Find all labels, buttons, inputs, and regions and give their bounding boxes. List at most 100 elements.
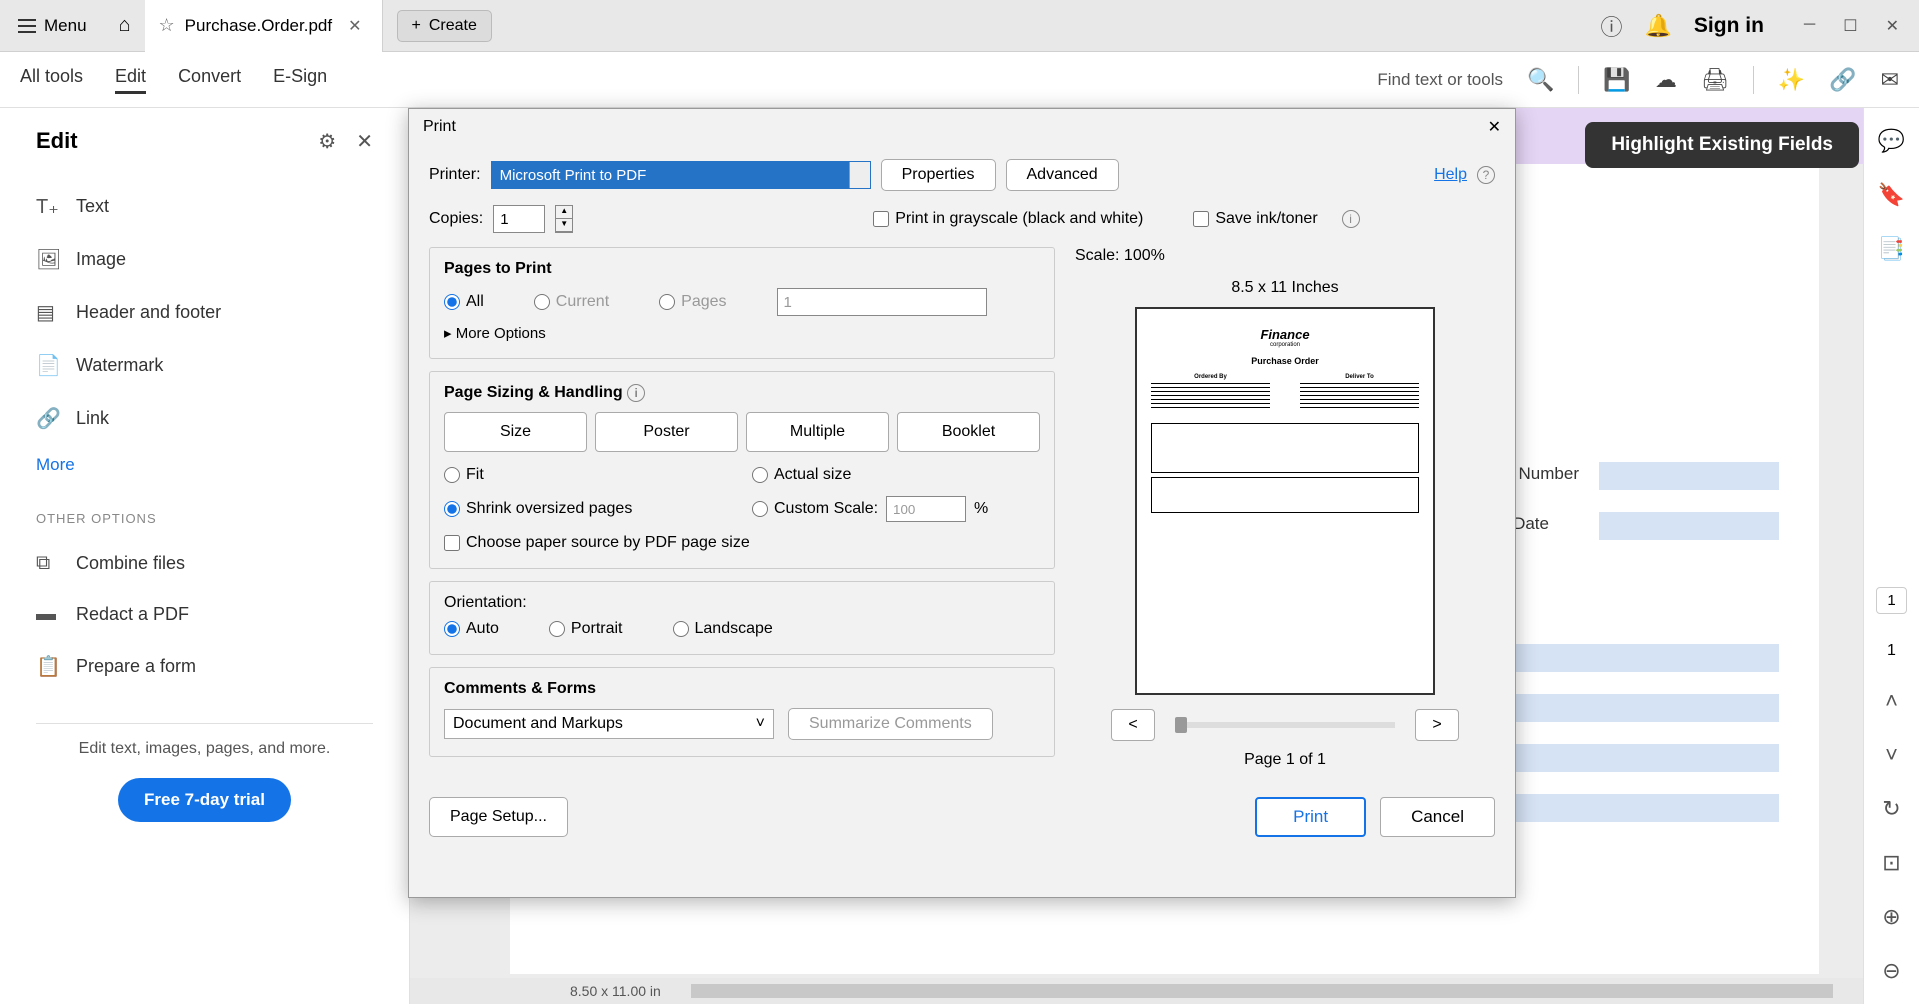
summarize-comments-button[interactable]: Summarize Comments bbox=[788, 708, 993, 740]
close-window-icon[interactable]: ✕ bbox=[1886, 16, 1899, 36]
custom-scale-input[interactable] bbox=[886, 496, 966, 522]
sidebar-item-prepare-form[interactable]: 📋Prepare a form bbox=[36, 640, 373, 693]
comment-icon[interactable]: 💬 bbox=[1878, 128, 1905, 154]
comments-select[interactable]: Document and Markups˅ bbox=[444, 709, 774, 739]
field-box[interactable] bbox=[1489, 644, 1779, 672]
sizing-booklet-button[interactable]: Booklet bbox=[897, 412, 1040, 452]
dialog-close-icon[interactable]: ✕ bbox=[1488, 117, 1501, 137]
radio-auto[interactable]: Auto bbox=[444, 620, 499, 638]
sidebar-item-link[interactable]: 🔗Link bbox=[36, 392, 373, 445]
preview-next-button[interactable]: > bbox=[1415, 709, 1459, 741]
field-label-number: Number bbox=[1519, 464, 1579, 484]
page-setup-button[interactable]: Page Setup... bbox=[429, 797, 568, 837]
sizing-section: Page Sizing & Handling i Size Poster Mul… bbox=[429, 371, 1055, 569]
star-icon[interactable]: ☆ bbox=[159, 15, 175, 36]
help-info-icon[interactable]: ? bbox=[1477, 166, 1495, 184]
sidebar-item-combine[interactable]: ⧉Combine files bbox=[36, 538, 373, 589]
link-icon[interactable]: 🔗 bbox=[1829, 67, 1856, 93]
sidebar-item-redact[interactable]: ▬Redact a PDF bbox=[36, 589, 373, 640]
tool-convert[interactable]: Convert bbox=[178, 66, 241, 94]
up-arrow-icon[interactable]: ˄ bbox=[1885, 688, 1898, 714]
print-button[interactable]: Print bbox=[1255, 797, 1366, 837]
header-footer-icon: ▤ bbox=[36, 300, 60, 325]
copies-input[interactable] bbox=[493, 205, 545, 233]
radio-current[interactable]: Current bbox=[534, 293, 609, 311]
field-box[interactable] bbox=[1489, 744, 1779, 772]
slider-thumb[interactable] bbox=[1175, 717, 1187, 733]
trial-button[interactable]: Free 7-day trial bbox=[118, 778, 291, 822]
copies-spinner[interactable]: ▲▼ bbox=[555, 205, 573, 233]
page-fit-icon[interactable]: ⊡ bbox=[1882, 850, 1900, 876]
copy-icon[interactable]: 📑 bbox=[1878, 236, 1905, 262]
tool-all-tools[interactable]: All tools bbox=[20, 66, 83, 94]
ink-info-icon[interactable]: i bbox=[1342, 210, 1360, 228]
properties-button[interactable]: Properties bbox=[881, 159, 996, 191]
radio-shrink[interactable]: Shrink oversized pages bbox=[444, 496, 732, 522]
cancel-button[interactable]: Cancel bbox=[1380, 797, 1495, 837]
sidebar-item-text[interactable]: T₊Text bbox=[36, 180, 373, 233]
text-icon: T₊ bbox=[36, 194, 60, 219]
close-sidebar-icon[interactable]: ✕ bbox=[356, 129, 373, 154]
radio-pages[interactable]: Pages bbox=[659, 293, 726, 311]
down-arrow-icon[interactable]: ˅ bbox=[1885, 742, 1898, 768]
radio-fit[interactable]: Fit bbox=[444, 466, 732, 484]
tool-edit[interactable]: Edit bbox=[115, 66, 146, 94]
sidebar-label: Watermark bbox=[76, 355, 163, 376]
help-icon[interactable]: ⓘ bbox=[1600, 10, 1622, 42]
sidebar-item-header-footer[interactable]: ▤Header and footer bbox=[36, 286, 373, 339]
preview-slider[interactable] bbox=[1175, 722, 1395, 728]
zoom-out-icon[interactable]: ⊖ bbox=[1882, 958, 1900, 984]
pages-range-input[interactable] bbox=[777, 288, 987, 316]
field-box[interactable] bbox=[1489, 694, 1779, 722]
sizing-info-icon[interactable]: i bbox=[627, 384, 645, 402]
mail-icon[interactable]: ✉ bbox=[1881, 67, 1899, 93]
highlight-fields-badge[interactable]: Highlight Existing Fields bbox=[1585, 122, 1859, 168]
more-options-toggle[interactable]: More Options bbox=[444, 324, 1040, 342]
sizing-multiple-button[interactable]: Multiple bbox=[746, 412, 889, 452]
document-tab[interactable]: ☆ Purchase.Order.pdf ✕ bbox=[145, 0, 383, 52]
minimize-icon[interactable]: ─ bbox=[1804, 16, 1815, 36]
menu-button[interactable]: Menu bbox=[0, 16, 105, 36]
paper-source-checkbox[interactable]: Choose paper source by PDF page size bbox=[444, 534, 1040, 552]
more-link[interactable]: More bbox=[36, 455, 373, 475]
close-tab-icon[interactable]: ✕ bbox=[342, 16, 367, 36]
sizing-poster-button[interactable]: Poster bbox=[595, 412, 738, 452]
tool-esign[interactable]: E-Sign bbox=[273, 66, 327, 94]
ai-icon[interactable]: ✨ bbox=[1778, 67, 1805, 93]
grayscale-checkbox[interactable]: Print in grayscale (black and white) bbox=[873, 210, 1143, 228]
save-icon[interactable]: 💾 bbox=[1603, 67, 1630, 93]
save-ink-checkbox[interactable]: Save ink/toner bbox=[1193, 210, 1317, 228]
horizontal-scrollbar[interactable] bbox=[691, 984, 1833, 998]
field-box[interactable] bbox=[1599, 462, 1779, 490]
preview-dims: 8.5 x 11 Inches bbox=[1075, 279, 1495, 297]
radio-portrait[interactable]: Portrait bbox=[549, 620, 623, 638]
maximize-icon[interactable]: ☐ bbox=[1843, 16, 1857, 36]
rotate-icon[interactable]: ↻ bbox=[1882, 796, 1900, 822]
page-number-box[interactable]: 1 bbox=[1876, 587, 1906, 614]
sidebar-item-watermark[interactable]: 📄Watermark bbox=[36, 339, 373, 392]
preview-prev-button[interactable]: < bbox=[1111, 709, 1155, 741]
field-box[interactable] bbox=[1599, 512, 1779, 540]
create-button[interactable]: + Create bbox=[397, 10, 492, 42]
gear-icon[interactable]: ⚙ bbox=[318, 129, 336, 154]
radio-all[interactable]: All bbox=[444, 293, 484, 311]
redact-icon: ▬ bbox=[36, 603, 60, 626]
zoom-in-icon[interactable]: ⊕ bbox=[1882, 904, 1900, 930]
radio-actual[interactable]: Actual size bbox=[752, 466, 1040, 484]
field-box[interactable] bbox=[1489, 794, 1779, 822]
advanced-button[interactable]: Advanced bbox=[1006, 159, 1119, 191]
search-icon[interactable]: 🔍 bbox=[1527, 67, 1554, 93]
home-icon[interactable]: ⌂ bbox=[105, 14, 145, 37]
print-icon[interactable]: 🖨 bbox=[1701, 67, 1729, 93]
chevron-down-icon: ˅ bbox=[756, 715, 765, 733]
radio-landscape[interactable]: Landscape bbox=[673, 620, 773, 638]
radio-custom-scale[interactable]: Custom Scale: bbox=[752, 500, 878, 518]
help-link[interactable]: Help bbox=[1434, 166, 1467, 184]
bell-icon[interactable]: 🔔 bbox=[1645, 13, 1672, 39]
signin-link[interactable]: Sign in bbox=[1694, 14, 1764, 38]
printer-select[interactable]: Microsoft Print to PDF bbox=[491, 161, 871, 189]
sidebar-item-image[interactable]: 🖼Image bbox=[36, 233, 373, 286]
sizing-size-button[interactable]: Size bbox=[444, 412, 587, 452]
cloud-upload-icon[interactable]: ☁ bbox=[1655, 67, 1677, 93]
bookmark-icon[interactable]: 🔖 bbox=[1878, 182, 1905, 208]
